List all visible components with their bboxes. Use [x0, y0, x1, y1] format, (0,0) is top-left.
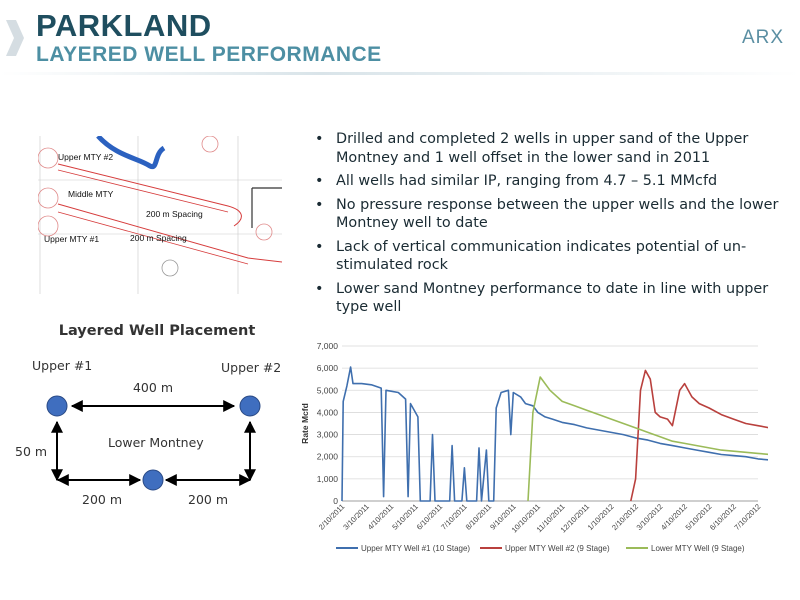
bullet-dot-icon: • — [315, 131, 324, 147]
label-200m-right: 200 m — [188, 492, 228, 507]
map-label-upper-mty-1: Upper MTY #1 — [44, 234, 99, 244]
legend-label: Upper MTY Well #2 (9 Stage) — [505, 544, 610, 553]
label-upper-2: Upper #2 — [221, 360, 281, 375]
y-tick-label: 1,000 — [317, 474, 339, 484]
y-tick-label: 4,000 — [317, 407, 339, 417]
series-line-3 — [527, 376, 768, 502]
y-tick-label: 2,000 — [317, 452, 339, 462]
map-label-spacing-2: 200 m Spacing — [130, 233, 187, 243]
chevron-right-icon — [6, 20, 24, 56]
placement-title: Layered Well Placement — [59, 323, 256, 339]
bullet-item: • Drilled and completed 2 wells in upper … — [315, 131, 749, 166]
bullet-dot-icon: • — [315, 196, 324, 213]
bullet-dot-icon: • — [315, 173, 324, 189]
label-50m: 50 m — [15, 444, 47, 459]
well-upper-1 — [46, 395, 68, 417]
map-label-middle-mty: Middle MTY — [68, 189, 114, 199]
layered-well-placement-diagram: Layered Well Placement Upper #1 Upper #2… — [15, 323, 281, 507]
label-400m: 400 m — [133, 380, 173, 395]
bullet-item: • Lower sand Montney performance to date … — [315, 280, 769, 316]
series-line-1 — [341, 366, 768, 502]
label-200m-left: 200 m — [82, 492, 122, 507]
bullet-item: • All wells had similar IP, ranging from … — [315, 173, 718, 189]
legend-label: Lower MTY Well (9 Stage) — [651, 544, 745, 553]
label-lower-montney: Lower Montney — [108, 435, 204, 450]
y-tick-label: 3,000 — [317, 430, 339, 440]
y-tick-label: 6,000 — [317, 363, 339, 373]
bullet-item: • No pressure response between the upper … — [315, 196, 779, 232]
label-upper-1: Upper #1 — [32, 358, 92, 373]
header-divider — [0, 72, 800, 75]
page-subtitle: LAYERED WELL PERFORMANCE — [36, 43, 382, 66]
bullet-dot-icon: • — [315, 280, 324, 297]
bullet-dot-icon: • — [315, 238, 324, 255]
well-lower — [142, 469, 164, 491]
y-tick-label: 0 — [333, 496, 338, 506]
bullet-item: • Lack of vertical communication indicate… — [315, 238, 747, 274]
page-title: PARKLAND — [36, 8, 212, 43]
company-logo: ARX — [742, 27, 785, 48]
well-spacing-map: Upper MTY #2 Middle MTY 200 m Spacing Up… — [38, 136, 282, 294]
production-rate-chart: 01,0002,0003,0004,0005,0006,0007,0002/10… — [300, 341, 768, 553]
legend-label: Upper MTY Well #1 (10 Stage) — [361, 544, 470, 553]
map-label-upper-mty-2: Upper MTY #2 — [58, 152, 113, 162]
summary-bullets: • Drilled and completed 2 wells in upper … — [312, 130, 782, 322]
y-tick-label: 5,000 — [317, 385, 339, 395]
series-line-2 — [630, 369, 768, 502]
y-axis-label: Rate Mcfd — [300, 403, 310, 444]
x-tick-label: 7/10/2012 — [732, 502, 762, 532]
well-upper-2 — [239, 395, 261, 417]
y-tick-label: 7,000 — [317, 341, 339, 351]
map-label-spacing-1: 200 m Spacing — [146, 209, 203, 219]
